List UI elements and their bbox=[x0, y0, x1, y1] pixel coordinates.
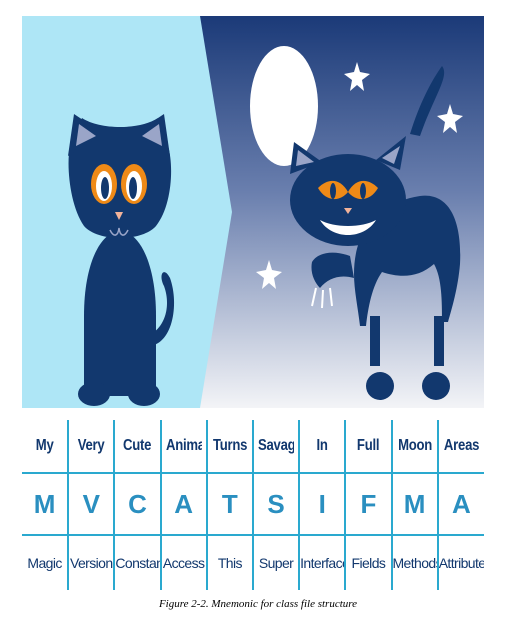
mnemonic-word: Turns bbox=[210, 420, 249, 473]
star-icon bbox=[437, 104, 463, 133]
mnemonic-letter: F bbox=[344, 472, 392, 536]
mnemonic-letter: I bbox=[298, 472, 346, 536]
cat-illustration bbox=[22, 16, 484, 408]
mnemonic-meaning: Fields bbox=[344, 535, 392, 590]
mnemonic-table: My VeryCuteAnimalTurnsSavageInFullMoonAre… bbox=[22, 420, 484, 590]
mnemonic-letter: T bbox=[205, 472, 253, 536]
star-icon bbox=[256, 260, 282, 289]
mnemonic-word: Savage bbox=[256, 420, 295, 473]
mnemonic-meaning: Interfaces bbox=[298, 535, 346, 590]
mnemonic-meaning: This bbox=[205, 535, 253, 590]
mnemonic-figure: My VeryCuteAnimalTurnsSavageInFullMoonAre… bbox=[22, 16, 484, 592]
mnemonic-meanings-row: Magic VersionConstantAccessThisSuperInter… bbox=[22, 535, 484, 590]
mnemonic-letter: A bbox=[436, 472, 484, 536]
mnemonic-meaning: Version bbox=[67, 535, 115, 590]
mnemonic-meaning: Access bbox=[159, 535, 207, 590]
mnemonic-word: Animal bbox=[163, 420, 203, 473]
mnemonic-word: Very bbox=[71, 420, 111, 473]
mnemonic-letter: M bbox=[22, 472, 69, 536]
arched-cat-icon bbox=[290, 66, 461, 400]
mnemonic-word: Moon bbox=[394, 420, 434, 473]
star-icon bbox=[344, 62, 370, 91]
mnemonic-meaning: Methods bbox=[390, 535, 438, 590]
mnemonic-letter: C bbox=[113, 472, 161, 536]
mnemonic-letter: A bbox=[159, 472, 207, 536]
mnemonic-word: Areas bbox=[441, 420, 480, 473]
mnemonic-word: Cute bbox=[117, 420, 157, 473]
mnemonic-letter: M bbox=[390, 472, 438, 536]
mnemonic-words-row: My VeryCuteAnimalTurnsSavageInFullMoonAre… bbox=[22, 420, 484, 473]
mnemonic-meaning: Magic bbox=[27, 555, 62, 571]
figure-caption: Figure 2-2. Mnemonic for class file stru… bbox=[158, 598, 358, 610]
mnemonic-letter: S bbox=[251, 472, 300, 536]
sitting-cat-icon bbox=[68, 114, 175, 406]
mnemonic-meaning: Constant bbox=[113, 535, 161, 590]
mnemonic-letter: V bbox=[67, 472, 115, 536]
mnemonic-word: Full bbox=[348, 420, 388, 473]
mnemonic-word: In bbox=[302, 420, 342, 473]
mnemonic-meaning: Attributes bbox=[436, 535, 484, 590]
mnemonic-word: My bbox=[35, 437, 54, 454]
mnemonic-meaning: Super bbox=[251, 535, 300, 590]
moon-icon bbox=[250, 46, 318, 166]
